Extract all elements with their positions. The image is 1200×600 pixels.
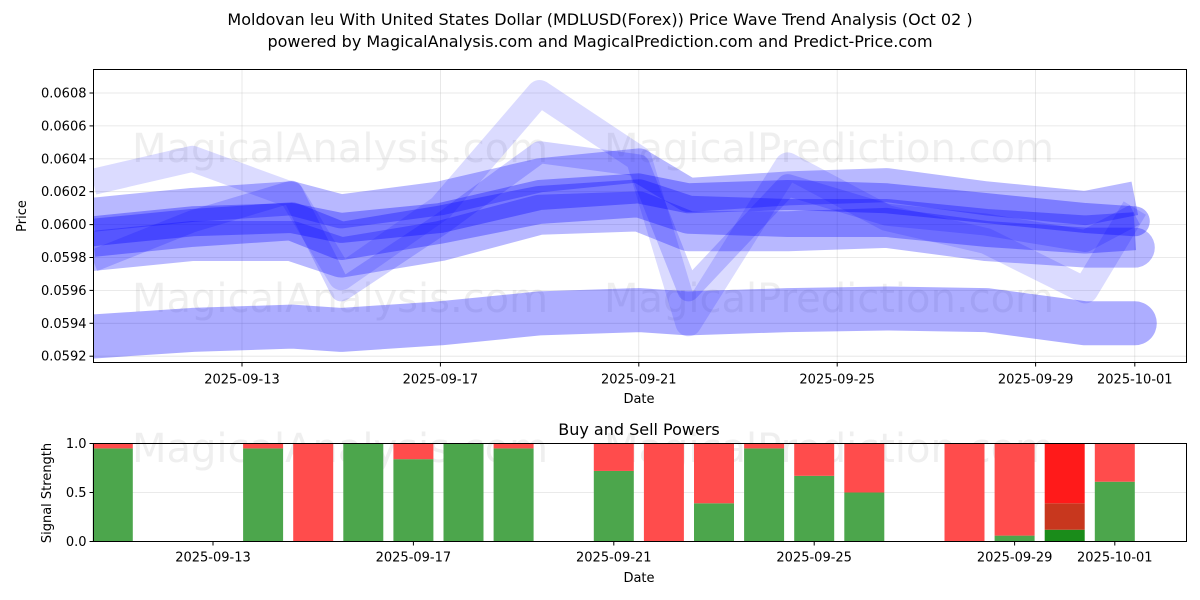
price-x-tick-label: 2025-09-29: [998, 373, 1074, 388]
signal-chart-title: Buy and Sell Powers: [558, 420, 720, 439]
buy-bar: [1044, 529, 1085, 542]
sell-bar: [794, 443, 835, 476]
buy-bar: [744, 448, 785, 542]
price-y-tick-label: 0.0602: [41, 185, 87, 200]
buy-bar: [794, 475, 835, 542]
overlap-bar: [1044, 503, 1085, 530]
price-y-tick-label: 0.0608: [41, 87, 87, 102]
sell-bar: [643, 443, 684, 542]
buy-bar: [92, 448, 133, 542]
watermark-bottom-left: MagicalAnalysis.com: [132, 426, 548, 472]
watermark-mid-right: MagicalPrediction.com: [604, 276, 1054, 322]
buy-bar: [343, 443, 384, 542]
signal-y-axis: 0.0 0.5 1.0: [66, 437, 94, 550]
price-y-tick-label: 0.0598: [41, 251, 87, 266]
price-x-tick-label: 2025-10-01: [1097, 373, 1173, 388]
sell-bar: [243, 443, 284, 449]
sell-bar: [944, 443, 985, 542]
signal-bars: [92, 443, 1135, 542]
price-plot-frame: [93, 69, 1187, 363]
sell-bar: [92, 443, 133, 449]
signal-y-tick-label: 1.0: [66, 437, 87, 452]
price-y-tick-label: 0.0596: [41, 284, 87, 299]
sell-bar: [593, 443, 634, 471]
price-wave-band-wave-main: [93, 173, 1150, 247]
buy-bar: [393, 459, 434, 542]
price-wave-band-wave-upper: [93, 148, 1139, 232]
buy-bar: [243, 448, 284, 542]
price-x-tick-label: 2025-09-17: [403, 373, 479, 388]
buy-bar: [1094, 481, 1135, 542]
signal-x-tick-label: 2025-10-01: [1077, 551, 1153, 566]
price-x-axis: 2025-09-13 2025-09-17 2025-09-21 2025-09-25…: [204, 362, 1173, 388]
signal-x-tick-label: 2025-09-17: [376, 551, 452, 566]
price-y-axis-label: Price: [15, 200, 30, 232]
buy-bar: [694, 503, 734, 542]
signal-x-tick-label: 2025-09-25: [776, 551, 852, 566]
price-wave-band-wave-osc-1: [93, 141, 1140, 302]
price-y-tick-label: 0.0594: [41, 317, 87, 332]
signal-x-tick-label: 2025-09-13: [175, 551, 251, 566]
buy-bar: [844, 492, 885, 542]
sell-bar: [493, 443, 534, 449]
watermark-top-left: MagicalAnalysis.com: [132, 126, 548, 172]
signal-x-tick-label: 2025-09-21: [576, 551, 652, 566]
watermark-top-right: MagicalPrediction.com: [604, 126, 1054, 172]
sell-bar: [994, 443, 1035, 536]
signal-x-axis-label: Date: [623, 571, 654, 586]
price-y-tick-label: 0.0592: [41, 350, 87, 365]
sell-bar: [293, 443, 334, 542]
sell-bar: [744, 443, 785, 449]
signal-y-tick-label: 0.0: [66, 535, 87, 550]
price-y-tick-label: 0.0604: [41, 152, 87, 167]
price-y-tick-label: 0.0606: [41, 119, 87, 134]
price-x-axis-label: Date: [623, 392, 654, 407]
watermark-mid-left: MagicalAnalysis.com: [132, 276, 548, 322]
buy-bar: [593, 470, 634, 542]
price-x-tick-label: 2025-09-25: [799, 373, 875, 388]
sell-bar: [844, 443, 885, 493]
signal-y-tick-label: 0.5: [66, 486, 87, 501]
buy-bar: [443, 443, 484, 542]
sell-bar: [1044, 443, 1085, 504]
sell-bar: [694, 443, 734, 504]
chart-subtitle: powered by MagicalAnalysis.com and Magic…: [267, 32, 933, 51]
price-wave-band-wave-mid: [93, 179, 1137, 260]
chart-title: Moldovan leu With United States Dollar (…: [227, 10, 973, 29]
price-wave-band-wave-lower: [93, 286, 1157, 359]
signal-y-axis-label: Signal Strength: [40, 443, 55, 543]
price-x-tick-label: 2025-09-21: [601, 373, 677, 388]
signal-x-tick-label: 2025-09-29: [977, 551, 1053, 566]
buy-bar: [493, 448, 534, 542]
price-y-axis: 0.0592 0.0594 0.0596 0.0598 0.0600 0.0602 0.06…: [41, 87, 94, 365]
price-x-tick-label: 2025-09-13: [204, 373, 280, 388]
price-y-tick-label: 0.0600: [41, 218, 87, 233]
sell-bar: [393, 443, 434, 460]
price-wave-band-wave-low-band: [93, 191, 1155, 278]
price-wave-bands: [93, 80, 1157, 359]
signal-x-axis: 2025-09-13 2025-09-17 2025-09-21 2025-09-25…: [175, 541, 1153, 566]
price-wave-band-wave-osc-2: [93, 80, 1146, 337]
sell-bar: [1094, 443, 1135, 482]
buy-bar: [994, 535, 1035, 542]
price-grid: [93, 69, 1187, 363]
